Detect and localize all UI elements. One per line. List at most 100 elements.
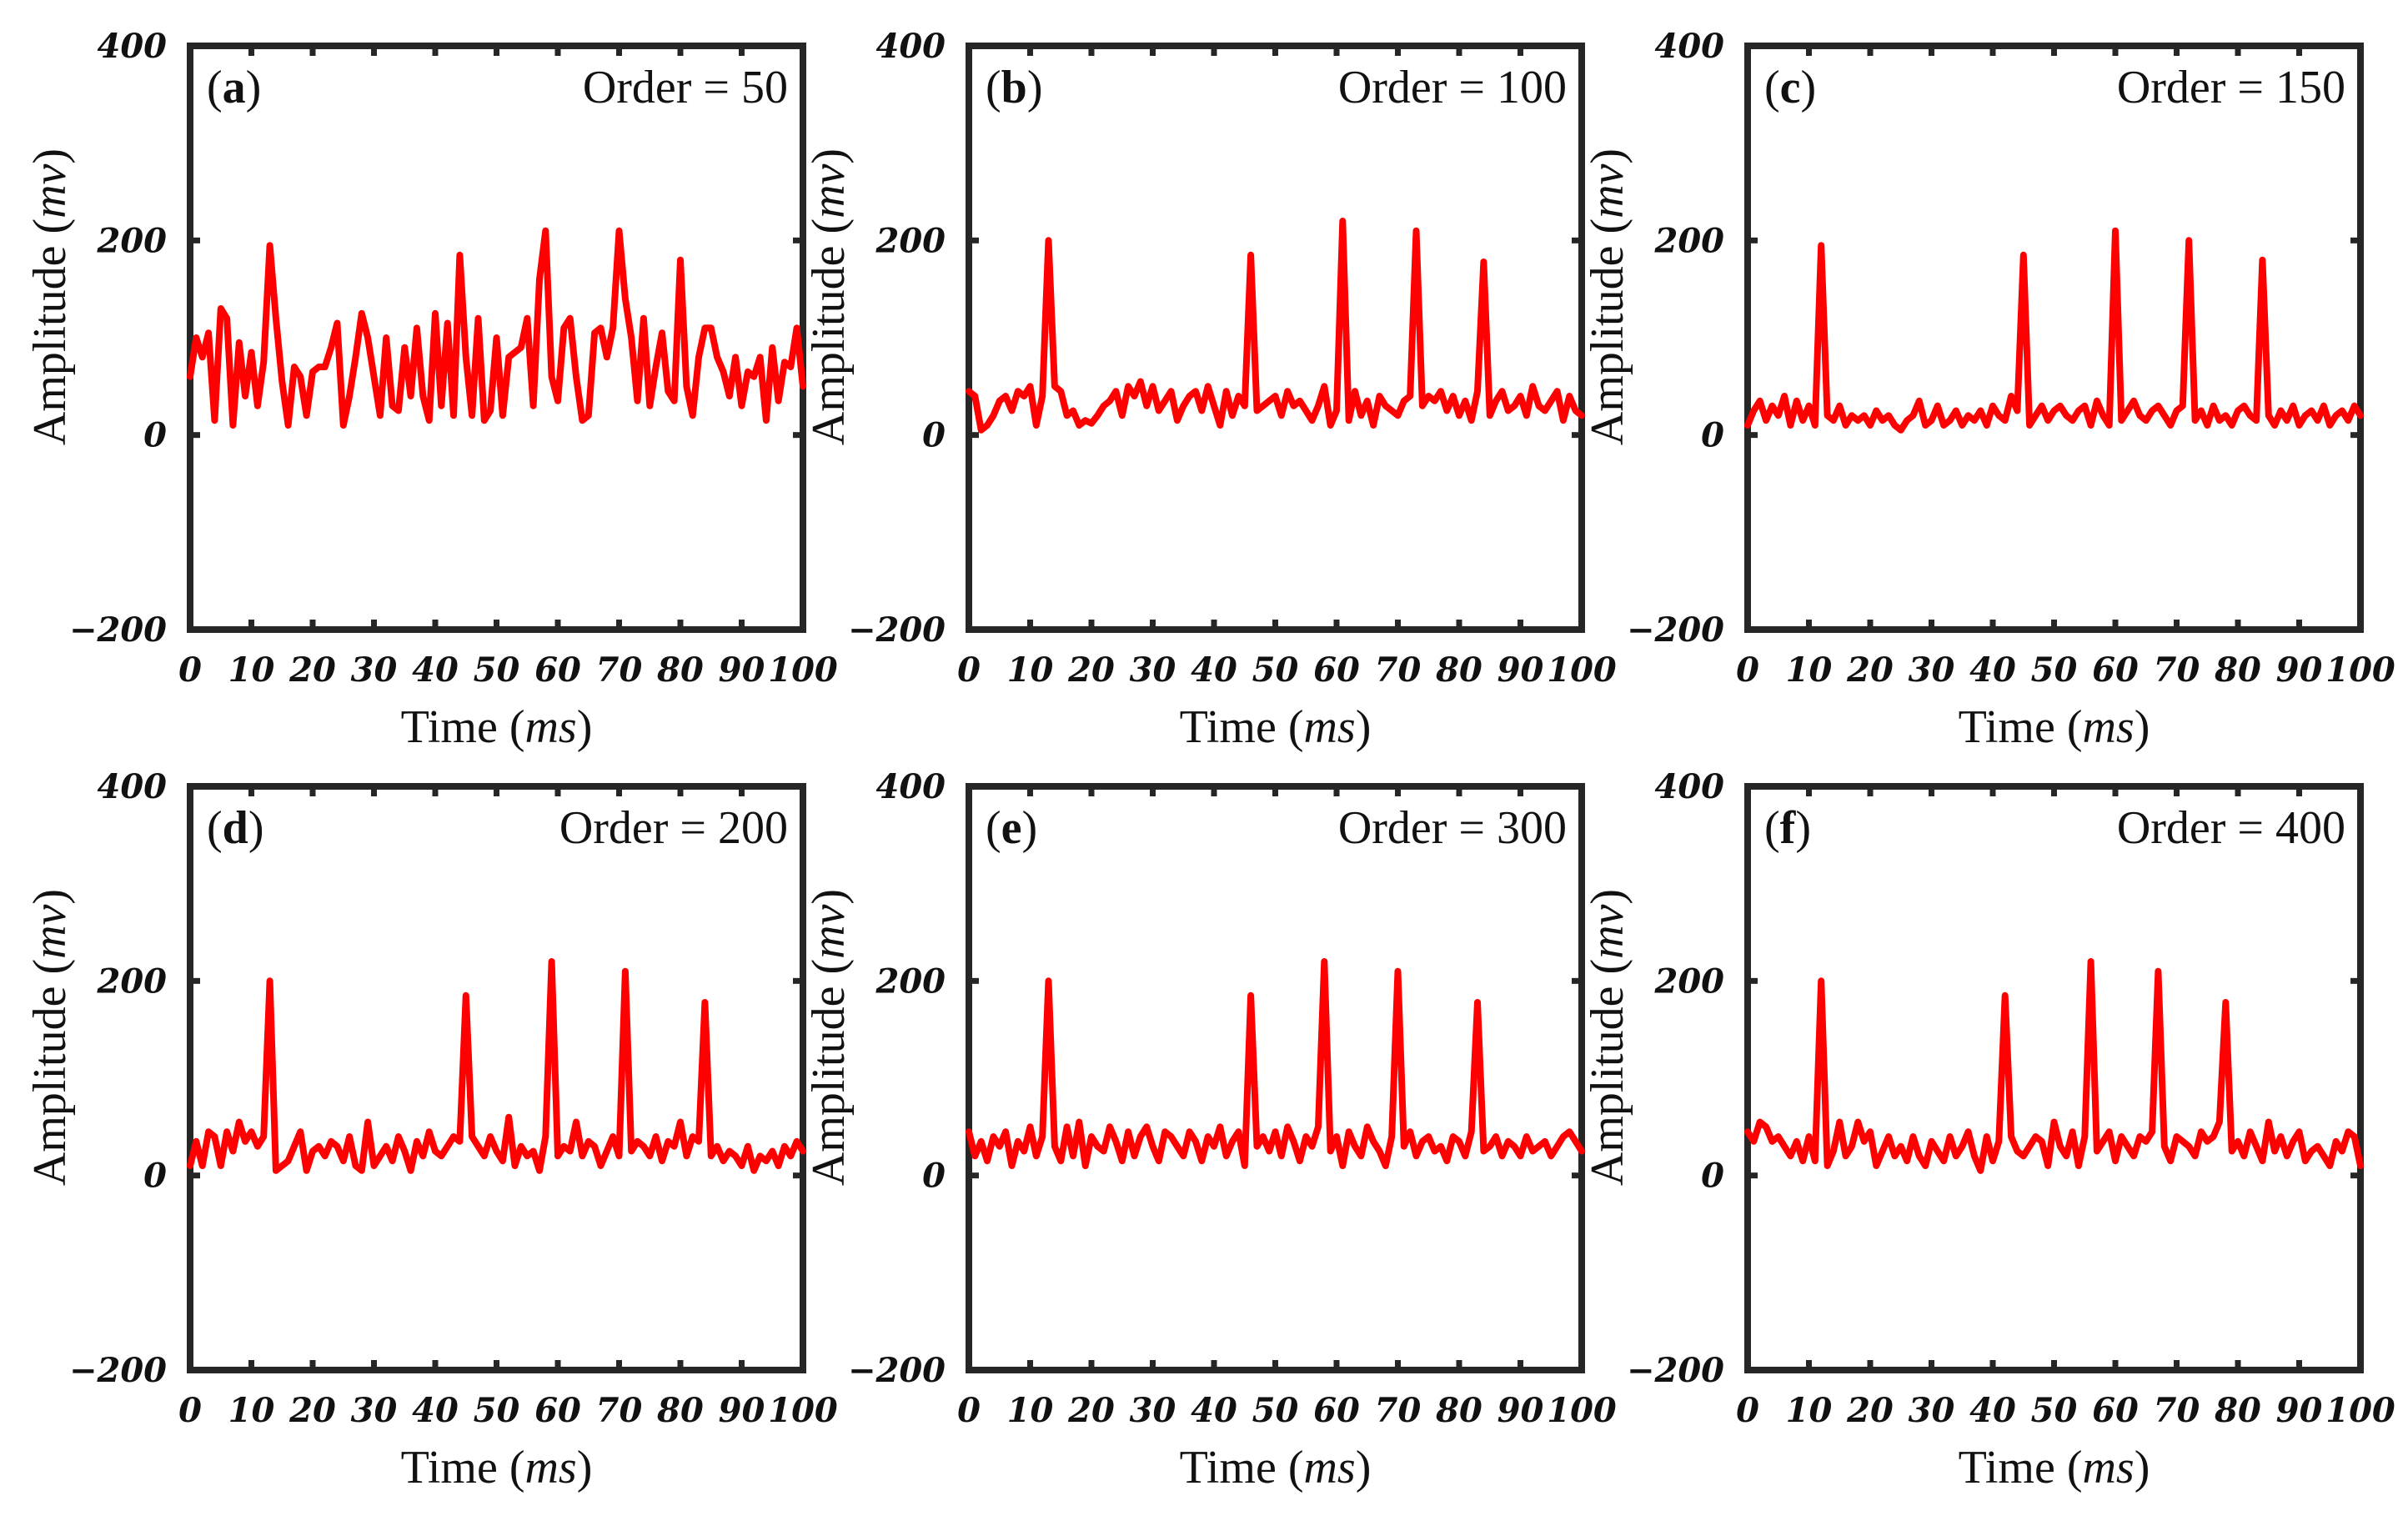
y-tick-label: 200 bbox=[875, 221, 946, 260]
x-axis-label: Time (ms) bbox=[1180, 701, 1372, 753]
x-tick-label: 30 bbox=[1130, 650, 1176, 690]
panel-label: (c) bbox=[1764, 62, 1816, 113]
x-tick-label: 30 bbox=[351, 1391, 398, 1430]
x-tick-label: 50 bbox=[474, 1391, 520, 1430]
y-tick-label: 0 bbox=[1701, 1157, 1724, 1196]
order-annotation: Order = 50 bbox=[583, 62, 788, 113]
x-tick-label: 70 bbox=[596, 650, 643, 690]
y-tick-label: 400 bbox=[98, 767, 168, 806]
signal-series-line bbox=[1744, 958, 2364, 1174]
x-tick-label: 20 bbox=[1067, 650, 1115, 690]
y-axis-label: Amplitude (mv) bbox=[803, 889, 855, 1186]
x-tick-label: 80 bbox=[2214, 1391, 2261, 1430]
x-tick-label: 100 bbox=[2325, 1391, 2395, 1430]
chart-panel-b: 400 200 0 −200 0 10 20 30 40 50 60 70 80 90 100 Time (m… bbox=[803, 27, 1617, 753]
x-tick-label: 100 bbox=[768, 1391, 838, 1430]
x-tick-label: 40 bbox=[412, 1391, 459, 1430]
signal-series-line bbox=[187, 227, 806, 429]
plot-frame bbox=[1744, 783, 2364, 1373]
x-tick-label: 70 bbox=[2154, 1391, 2200, 1430]
chart-panel-a: 400 200 0 −200 0 10 20 30 40 50 60 70 80 90 100 Time (m… bbox=[24, 27, 838, 753]
y-axis-label: Amplitude (mv) bbox=[24, 889, 76, 1186]
y-tick-label: 200 bbox=[97, 221, 168, 260]
y-tick-label: 0 bbox=[922, 1157, 946, 1196]
x-tick-label: 40 bbox=[1191, 650, 1237, 690]
x-tick-label: 60 bbox=[1313, 1391, 1360, 1430]
signal-series-line bbox=[187, 958, 806, 1174]
plot-frame bbox=[966, 783, 1585, 1373]
x-axis-label: Time (ms) bbox=[1959, 701, 2150, 753]
x-tick-label: 80 bbox=[1435, 1391, 1482, 1430]
order-annotation: Order = 200 bbox=[559, 802, 788, 854]
x-tick-label: 60 bbox=[534, 650, 581, 690]
y-tick-label: 400 bbox=[1655, 27, 1725, 66]
chart-panel-c: 400 200 0 −200 0 10 20 30 40 50 60 70 80 90 100 Time (m… bbox=[1582, 27, 2395, 753]
y-tick-label: 0 bbox=[922, 416, 946, 455]
x-tick-label: 10 bbox=[1786, 650, 1833, 690]
x-tick-label: 90 bbox=[1497, 1391, 1544, 1430]
y-axis-label: Amplitude (mv) bbox=[803, 148, 855, 445]
y-tick-label: 0 bbox=[1701, 416, 1724, 455]
panel-label: (e) bbox=[986, 802, 1037, 854]
x-tick-label: 100 bbox=[1547, 1391, 1617, 1430]
y-tick-label: 200 bbox=[1654, 961, 1725, 1001]
x-tick-label: 30 bbox=[1909, 650, 1955, 690]
x-axis-label: Time (ms) bbox=[401, 701, 593, 753]
y-tick-label: 400 bbox=[98, 27, 168, 66]
y-tick-label: 200 bbox=[875, 961, 946, 1001]
x-tick-label: 0 bbox=[957, 650, 981, 690]
y-tick-label: −200 bbox=[1627, 1351, 1724, 1390]
x-tick-label: 80 bbox=[656, 650, 704, 690]
x-tick-label: 70 bbox=[1375, 650, 1422, 690]
x-tick-label: 80 bbox=[2214, 650, 2261, 690]
x-tick-label: 40 bbox=[1969, 650, 2016, 690]
chart-panel-f: 400 200 0 −200 0 10 20 30 40 50 60 70 80 90 100 Time (m… bbox=[1582, 767, 2395, 1493]
x-tick-label: 0 bbox=[957, 1391, 981, 1430]
x-tick-label: 0 bbox=[1736, 1391, 1759, 1430]
y-tick-label: −200 bbox=[848, 1351, 946, 1390]
x-tick-label: 20 bbox=[288, 650, 336, 690]
x-tick-label: 30 bbox=[1909, 1391, 1955, 1430]
x-tick-label: 50 bbox=[2031, 650, 2078, 690]
x-tick-label: 20 bbox=[1067, 1391, 1115, 1430]
y-axis-label: Amplitude (mv) bbox=[1582, 148, 1633, 445]
x-tick-label: 40 bbox=[1969, 1391, 2016, 1430]
y-tick-label: 0 bbox=[143, 416, 167, 455]
y-tick-label: −200 bbox=[1627, 610, 1724, 650]
x-axis-label: Time (ms) bbox=[401, 1442, 593, 1493]
x-tick-label: 20 bbox=[1846, 650, 1894, 690]
x-tick-label: 20 bbox=[288, 1391, 336, 1430]
x-tick-label: 70 bbox=[596, 1391, 643, 1430]
y-tick-label: 400 bbox=[876, 767, 946, 806]
y-tick-label: 0 bbox=[143, 1157, 167, 1196]
y-axis-label: Amplitude (mv) bbox=[24, 148, 76, 445]
x-axis-label: Time (ms) bbox=[1959, 1442, 2150, 1493]
x-tick-label: 60 bbox=[2092, 650, 2139, 690]
panel-label: (d) bbox=[207, 802, 263, 854]
x-tick-label: 10 bbox=[1786, 1391, 1833, 1430]
x-tick-label: 100 bbox=[768, 650, 838, 690]
y-axis-label: Amplitude (mv) bbox=[1582, 889, 1633, 1186]
y-tick-label: −200 bbox=[69, 1351, 167, 1390]
x-tick-label: 50 bbox=[1252, 650, 1299, 690]
x-tick-label: 90 bbox=[719, 650, 765, 690]
x-tick-label: 100 bbox=[2325, 650, 2395, 690]
x-tick-label: 0 bbox=[178, 1391, 202, 1430]
chart-panel-e: 400 200 0 −200 0 10 20 30 40 50 60 70 80 90 100 Time (m… bbox=[803, 767, 1617, 1493]
x-tick-label: 0 bbox=[1736, 650, 1759, 690]
x-tick-label: 90 bbox=[2276, 650, 2323, 690]
y-tick-label: 200 bbox=[97, 961, 168, 1001]
order-annotation: Order = 100 bbox=[1338, 62, 1567, 113]
x-tick-label: 50 bbox=[1252, 1391, 1299, 1430]
x-tick-label: 20 bbox=[1846, 1391, 1894, 1430]
x-tick-label: 10 bbox=[228, 1391, 275, 1430]
x-tick-label: 70 bbox=[1375, 1391, 1422, 1430]
y-tick-label: −200 bbox=[69, 610, 167, 650]
x-tick-label: 10 bbox=[228, 650, 275, 690]
panel-label: (a) bbox=[207, 62, 261, 113]
x-tick-label: 100 bbox=[1547, 650, 1617, 690]
signal-series-line bbox=[1744, 227, 2364, 434]
x-tick-label: 30 bbox=[1130, 1391, 1176, 1430]
x-tick-label: 90 bbox=[719, 1391, 765, 1430]
